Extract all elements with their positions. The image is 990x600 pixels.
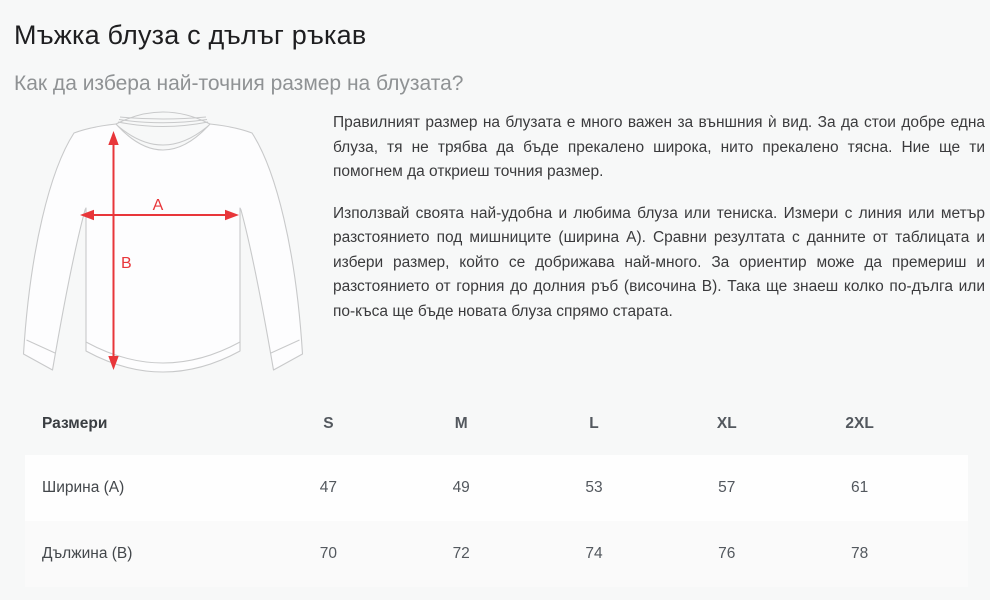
shirt-measurement-diagram: A B [20,100,320,390]
shirt-outline [22,123,304,373]
width-value-s: 47 [319,479,338,496]
width-value-xl: 57 [718,479,736,496]
intro-paragraph-2: Използвай своята най-удобна и любима блу… [333,204,985,320]
length-value-m: 72 [452,545,470,562]
width-label: A [153,197,164,214]
width-arrow [80,209,239,221]
row-label-length: Дължина (B) [42,545,133,562]
width-value-2xl: 61 [850,479,869,496]
size-table-header-label: Размери [42,415,108,432]
size-column-header-l: L [589,415,599,432]
size-column-header-2xl: 2XL [845,415,874,432]
size-table-header-row: Размери S M L XL 2XL [25,393,968,455]
size-column-header-xl: XL [716,415,737,432]
length-value-s: 70 [319,545,338,562]
length-value-xl: 76 [718,545,736,562]
width-value-m: 49 [452,479,470,496]
shirt-detail-lines [26,111,300,364]
size-column-header-m: M [454,415,468,432]
length-value-l: 74 [585,545,603,562]
page-subtitle: Как да избера най-точния размер на блуза… [14,72,464,95]
width-value-l: 53 [585,479,603,496]
length-arrow [108,131,119,370]
table-row-width: Ширина (A) 47 49 53 57 61 [25,455,968,521]
shirt-diagram-svg: A B [22,111,304,373]
length-label: B [121,255,132,272]
size-table: Размери S M L XL 2XL Ширина (A) 47 49 53… [25,393,968,587]
intro-text: Правилният размер на блузата е много важ… [333,111,985,341]
length-value-2xl: 78 [850,545,869,562]
row-label-width: Ширина (A) [42,479,125,496]
intro-paragraph-1: Правилният размер на блузата е много важ… [333,114,985,180]
size-column-header-s: S [323,415,334,432]
page-title: Мъжка блуза с дълъг ръкав [14,20,367,50]
table-row-length: Дължина (B) 70 72 74 76 78 [25,521,968,587]
